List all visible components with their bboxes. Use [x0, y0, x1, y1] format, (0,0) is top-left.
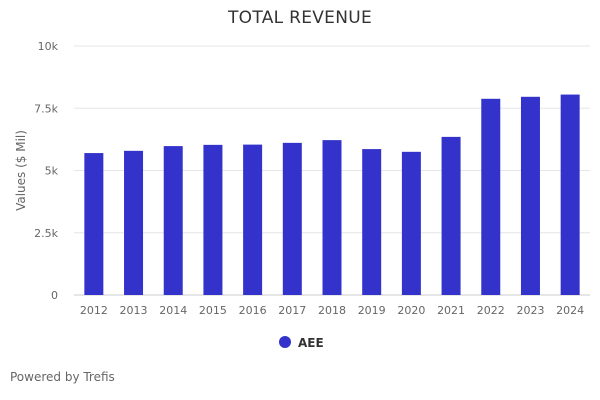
bar-2014[interactable]: [163, 146, 183, 295]
bar-2023[interactable]: [520, 96, 540, 296]
legend-label-aee[interactable]: AEE: [298, 336, 324, 350]
y-tick-label: 5k: [45, 165, 59, 178]
y-tick-label: 7.5k: [34, 102, 58, 115]
bar-2015[interactable]: [203, 144, 223, 295]
x-tick-label: 2022: [477, 304, 505, 317]
bar-2019[interactable]: [362, 149, 382, 295]
x-tick-label: 2016: [239, 304, 267, 317]
bar-2013[interactable]: [124, 150, 144, 295]
bar-2024[interactable]: [560, 94, 580, 296]
y-tick-label: 0: [51, 289, 58, 302]
legend-marker[interactable]: [279, 336, 291, 348]
x-tick-label: 2018: [318, 304, 346, 317]
y-axis-title: Values ($ Mil): [14, 130, 28, 211]
x-tick-label: 2012: [80, 304, 108, 317]
x-tick-label: 2021: [437, 304, 465, 317]
y-tick-label: 2.5k: [34, 227, 58, 240]
x-tick-label: 2020: [397, 304, 425, 317]
chart-title: TOTAL REVENUE: [227, 8, 373, 28]
y-tick-label: 10k: [38, 40, 59, 53]
bar-2020[interactable]: [401, 151, 421, 295]
bar-2021[interactable]: [441, 136, 461, 295]
x-tick-label: 2013: [120, 304, 148, 317]
bar-2012[interactable]: [84, 153, 104, 295]
x-tick-label: 2017: [278, 304, 306, 317]
x-tick-label: 2024: [556, 304, 584, 317]
x-tick-label: 2019: [358, 304, 386, 317]
x-tick-label: 2023: [516, 304, 544, 317]
x-tick-label: 2014: [159, 304, 187, 317]
bar-2018[interactable]: [322, 140, 342, 295]
bar-2016[interactable]: [243, 144, 263, 295]
bar-2022[interactable]: [481, 98, 501, 296]
x-tick-label: 2015: [199, 304, 227, 317]
powered-by-credit[interactable]: Powered by Trefis: [10, 370, 115, 384]
bar-2017[interactable]: [282, 142, 302, 295]
